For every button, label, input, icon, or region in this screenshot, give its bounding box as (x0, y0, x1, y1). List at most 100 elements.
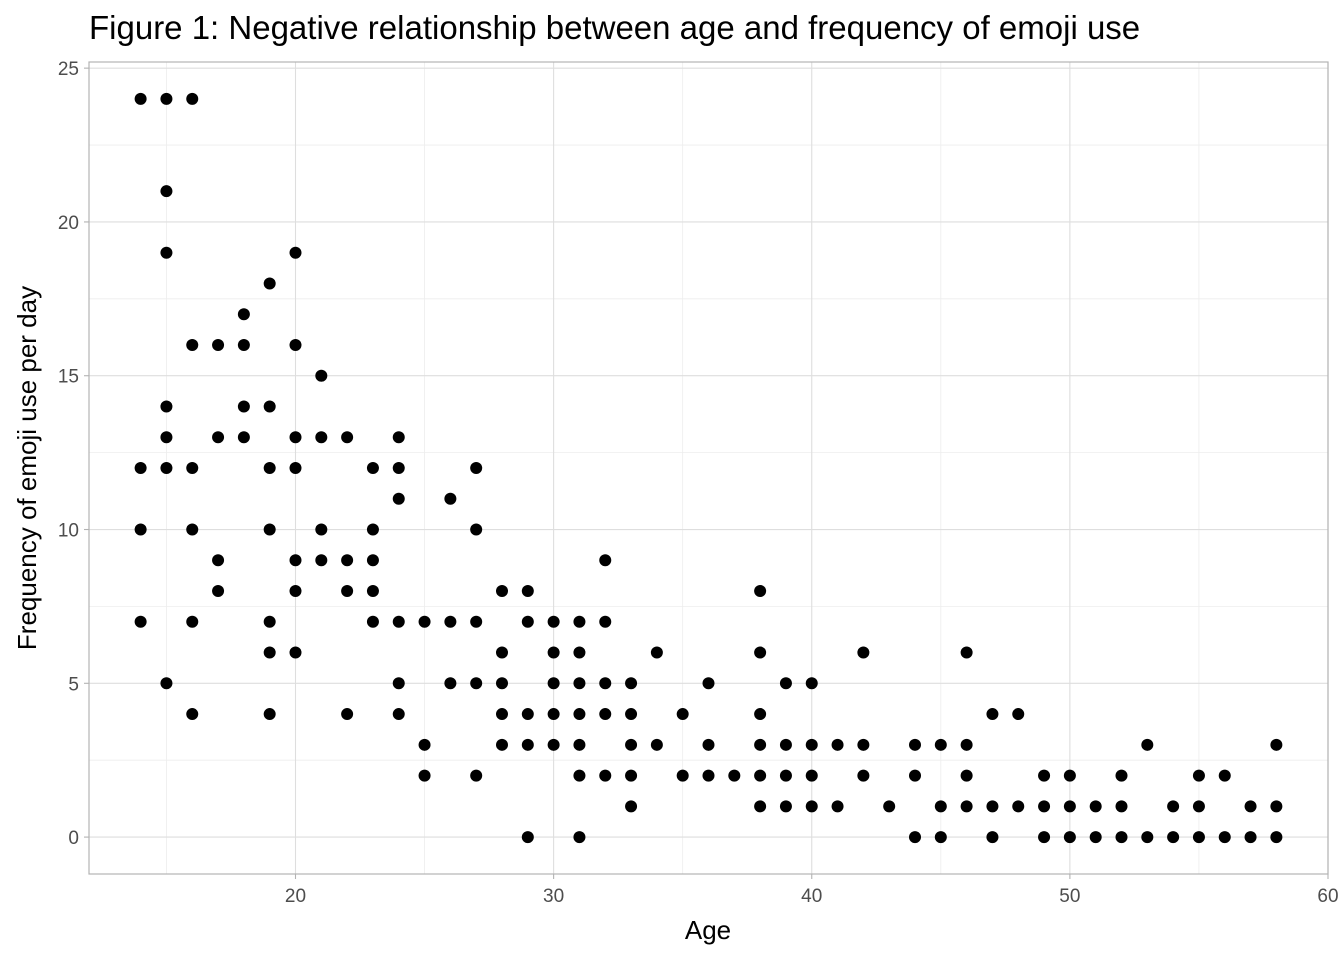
data-point (625, 677, 638, 690)
data-point (315, 523, 328, 536)
x-tick-label: 20 (285, 886, 306, 907)
data-point (1192, 831, 1205, 844)
data-point (521, 831, 534, 844)
data-point (547, 615, 560, 628)
data-point (1012, 800, 1025, 813)
data-point (779, 769, 792, 782)
data-point (134, 462, 147, 474)
data-point (212, 585, 225, 598)
data-point (1012, 708, 1025, 721)
data-point (883, 800, 896, 813)
x-tick-label: 60 (1317, 886, 1338, 907)
data-point (754, 646, 767, 659)
data-point (1192, 800, 1205, 813)
data-point (934, 831, 947, 844)
data-point (315, 431, 328, 444)
data-point (573, 769, 586, 782)
data-point (418, 615, 431, 628)
data-point (134, 92, 147, 105)
data-point (599, 708, 612, 721)
data-point (1270, 800, 1283, 813)
data-point (1115, 800, 1128, 813)
data-point (160, 677, 173, 690)
data-point (599, 677, 612, 690)
y-axis-label: Frequency of emoji use per day (12, 286, 42, 650)
data-point (366, 523, 379, 536)
data-point (263, 400, 276, 413)
data-point (470, 523, 483, 536)
y-tick-label: 0 (68, 828, 79, 849)
data-point (909, 831, 921, 844)
data-point (599, 769, 612, 782)
y-tick-label: 15 (58, 367, 79, 388)
data-point (315, 554, 328, 567)
data-point (805, 769, 818, 782)
data-point (392, 677, 405, 690)
data-point (676, 769, 689, 782)
data-point (444, 615, 457, 628)
data-point (960, 646, 973, 659)
data-point (1244, 800, 1257, 813)
data-point (341, 585, 354, 598)
data-point (160, 246, 173, 259)
y-tick-label: 20 (58, 213, 79, 234)
data-point (1270, 738, 1283, 751)
data-point (1244, 831, 1257, 844)
data-point (134, 615, 147, 628)
data-point (341, 431, 354, 444)
data-point (1038, 831, 1051, 844)
data-point (496, 646, 508, 659)
data-point (573, 646, 586, 659)
data-point (366, 554, 379, 567)
y-tick-label: 5 (68, 674, 79, 695)
data-point (289, 246, 302, 259)
data-point (831, 800, 844, 813)
data-point (728, 769, 741, 782)
axis-ticks: 20 30 40 50 60 0 5 10 15 20 25 (58, 59, 1339, 907)
data-point (444, 492, 457, 505)
data-point (547, 646, 560, 659)
chart-title: Figure 1: Negative relationship between … (89, 9, 1140, 46)
data-point (496, 677, 508, 690)
data-point (754, 738, 767, 751)
data-point (470, 462, 483, 474)
data-point (857, 646, 870, 659)
data-point (754, 769, 767, 782)
data-point (805, 800, 818, 813)
data-point (702, 738, 715, 751)
data-point (599, 554, 612, 567)
data-point (263, 277, 276, 290)
data-point (212, 431, 225, 444)
data-point (160, 400, 173, 413)
data-point (237, 308, 250, 321)
data-point (960, 800, 973, 813)
data-point (237, 338, 250, 351)
data-point (1115, 831, 1128, 844)
data-point (186, 462, 199, 474)
data-point (573, 677, 586, 690)
data-point (754, 585, 767, 598)
data-point (496, 585, 508, 598)
data-point (909, 769, 921, 782)
data-point (1063, 769, 1076, 782)
data-point (366, 585, 379, 598)
data-point (779, 677, 792, 690)
data-point (470, 615, 483, 628)
data-point (289, 431, 302, 444)
data-point (1167, 831, 1180, 844)
data-point (212, 338, 225, 351)
data-point (934, 738, 947, 751)
data-point (1218, 769, 1231, 782)
data-point (160, 462, 173, 474)
data-point (650, 646, 663, 659)
data-point (1089, 800, 1102, 813)
data-point (547, 708, 560, 721)
data-point (186, 338, 199, 351)
data-point (263, 646, 276, 659)
data-point (263, 523, 276, 536)
plot-panel-border (88, 61, 1329, 875)
data-point (754, 800, 767, 813)
data-point (289, 585, 302, 598)
data-point (857, 769, 870, 782)
data-point (444, 677, 457, 690)
